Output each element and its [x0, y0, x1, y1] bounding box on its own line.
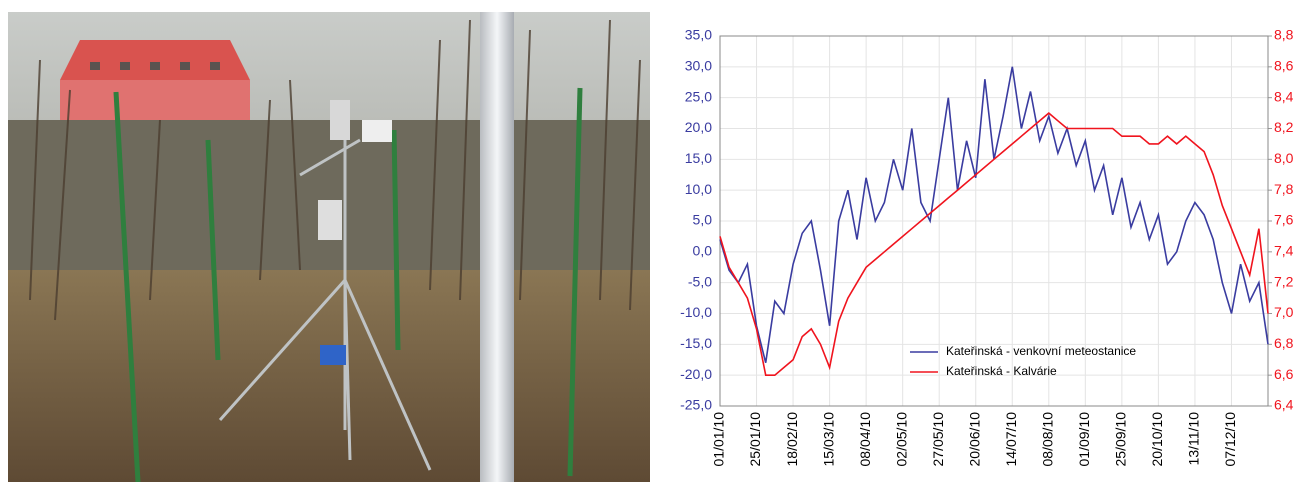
- x-tick-label: 18/02/10: [784, 412, 800, 467]
- chart: -25,0 -20,0 -15,0 -10,0 -5,0 0,0 5,0 10,0 15,0 20…: [680, 27, 1294, 467]
- y-tick-label: 25,0: [685, 88, 712, 104]
- x-tick-label: 13/11/10: [1186, 412, 1202, 466]
- y-tick-label: -25,0: [680, 397, 712, 413]
- photo: [8, 12, 650, 482]
- x-tick-label: 07/12/10: [1222, 412, 1238, 467]
- y-tick-label: -20,0: [680, 366, 712, 382]
- y-tick-label: -15,0: [680, 335, 712, 351]
- y2-tick-label: 7,0: [1274, 304, 1294, 320]
- x-tick-label: 20/06/10: [966, 412, 982, 467]
- x-tick-label: 20/10/10: [1149, 412, 1165, 467]
- y2-tick-label: 8,2: [1274, 119, 1294, 135]
- plot-frame: [719, 35, 1269, 407]
- y-tick-label: 10,0: [685, 181, 712, 197]
- legend-label: Kateřinská - Kalvárie: [946, 364, 1057, 378]
- y-tick-label: 0,0: [693, 243, 713, 259]
- y2-tick-label: 7,6: [1274, 212, 1294, 228]
- legend-label: Kateřinská - venkovní meteostanice: [946, 344, 1136, 358]
- y2-tick-label: 8,0: [1274, 150, 1294, 166]
- y-tick-label: 15,0: [685, 150, 712, 166]
- y-tick-label: 20,0: [685, 119, 712, 135]
- series-line: [719, 112, 1269, 376]
- y2-tick-label: 6,8: [1274, 335, 1294, 351]
- x-tick-label: 25/09/10: [1113, 412, 1129, 467]
- x-tick-label: 15/03/10: [820, 412, 836, 467]
- x-tick-label: 01/01/10: [711, 412, 727, 467]
- y2-tick-label: 7,2: [1274, 273, 1294, 289]
- x-tick-label: 01/09/10: [1076, 412, 1092, 467]
- x-tick-label: 08/08/10: [1040, 412, 1056, 467]
- y-tick-label: -5,0: [688, 273, 712, 289]
- x-tick-label: 25/01/10: [747, 412, 763, 467]
- y2-tick-label: 8,6: [1274, 58, 1294, 74]
- y-tick-label: -10,0: [680, 304, 712, 320]
- x-tick-label: 14/07/10: [1003, 412, 1019, 467]
- y2-tick-label: 6,4: [1274, 397, 1294, 413]
- series-line: [719, 66, 1269, 363]
- y2-tick-label: 7,8: [1274, 181, 1294, 197]
- y2-tick-label: 7,4: [1274, 243, 1294, 259]
- y2-tick-label: 8,8: [1274, 27, 1294, 43]
- y2-tick-label: 6,6: [1274, 366, 1294, 382]
- x-tick-label: 08/04/10: [857, 412, 873, 467]
- y-tick-label: 35,0: [685, 27, 712, 43]
- y-tick-label: 30,0: [685, 58, 712, 74]
- y2-tick-label: 8,4: [1274, 88, 1294, 104]
- x-tick-label: 02/05/10: [893, 412, 909, 467]
- y-tick-label: 5,0: [693, 212, 713, 228]
- x-tick-label: 27/05/10: [930, 412, 946, 467]
